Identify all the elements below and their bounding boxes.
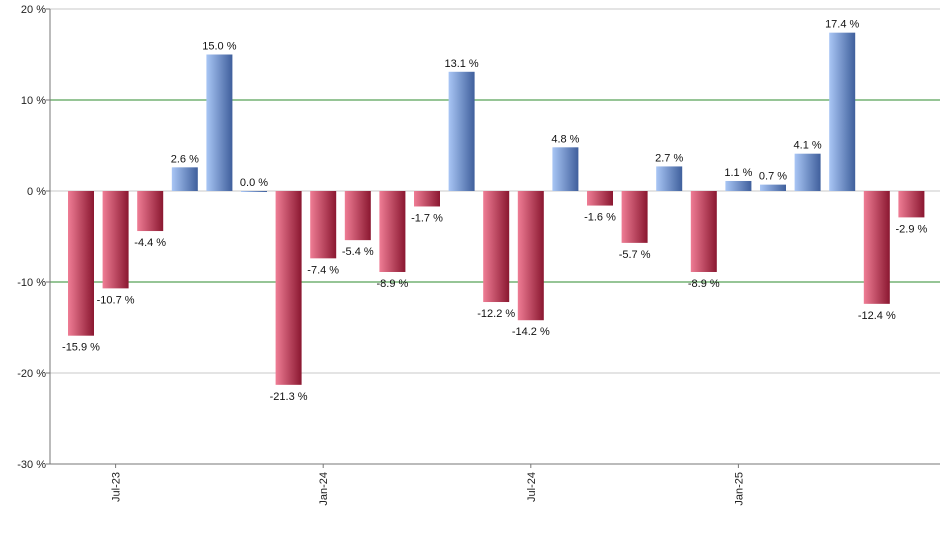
data-label-2024-10: -5.7 % (619, 249, 651, 261)
bar-2023-09 (171, 167, 198, 191)
bar-2024-08 (552, 147, 579, 191)
y-tick-label: -20 % (17, 368, 46, 380)
bar-2024-04 (414, 191, 440, 207)
bar-2023-12 (275, 191, 302, 385)
bar-2024-05 (448, 71, 475, 191)
data-label-2025-02: 0.7 % (759, 171, 787, 183)
data-label-2024-01: -7.4 % (307, 264, 339, 276)
bar-2024-03 (379, 191, 406, 272)
data-label-2024-12: -8.9 % (688, 278, 720, 290)
bar-2023-07 (102, 191, 129, 289)
x-tick-label: Jan-25 (733, 472, 745, 506)
bar-2025-06 (898, 191, 925, 218)
bar-2024-02 (344, 191, 371, 241)
data-label-2024-04: -1.7 % (411, 212, 443, 224)
bar-2023-11 (241, 191, 267, 192)
data-label-2023-07: -10.7 % (97, 294, 135, 306)
bar-2023-08 (137, 191, 164, 232)
data-label-2025-01: 1.1 % (724, 167, 752, 179)
bar-2024-11 (656, 166, 683, 191)
x-tick-label: Jul-23 (111, 472, 123, 502)
y-tick-label: -10 % (17, 277, 46, 289)
data-label-2023-10: 15.0 % (202, 41, 236, 53)
data-label-2024-08: 4.8 % (551, 133, 579, 145)
data-label-2024-06: -12.2 % (477, 308, 515, 320)
y-tick-label: -30 % (17, 459, 46, 471)
data-label-2023-11: 0.0 % (240, 177, 268, 189)
data-label-2023-12: -21.3 % (270, 391, 308, 403)
data-label-2023-08: -4.4 % (134, 237, 166, 249)
bar-2024-12 (690, 191, 717, 272)
data-label-2024-03: -8.9 % (377, 278, 409, 290)
bar-2025-01 (725, 180, 752, 191)
bar-2024-07 (517, 191, 544, 321)
bar-2023-06 (68, 191, 94, 336)
bar-2025-04 (829, 32, 856, 191)
data-label-2025-06: -2.9 % (896, 223, 928, 235)
data-label-2023-06: -15.9 % (62, 342, 100, 354)
y-tick-labels: 20 % 10 % 0 % -10 % -20 % -30 % (17, 4, 46, 471)
data-label-2024-05: 13.1 % (444, 58, 478, 70)
data-label-2024-11: 2.7 % (655, 152, 683, 164)
bar-2023-10 (206, 54, 233, 191)
data-label-2025-05: -12.4 % (858, 310, 896, 322)
x-tick-label: Jan-24 (318, 472, 330, 506)
bar-2024-01 (310, 191, 337, 259)
data-label-2023-09: 2.6 % (171, 153, 199, 165)
axes (46, 8, 940, 468)
bar-2025-05 (863, 191, 890, 304)
y-tick-label: 10 % (21, 95, 46, 107)
data-label-2024-02: -5.4 % (342, 246, 374, 258)
x-tick-labels: Jul-23 Jan-24 Jul-24 Jan-25 (111, 472, 746, 506)
bar-2024-06 (483, 191, 510, 303)
bar-2024-10 (621, 191, 648, 243)
x-tick-label: Jul-24 (526, 472, 538, 502)
data-label-2025-04: 17.4 % (825, 19, 859, 31)
bar-2025-02 (760, 184, 786, 191)
y-tick-label: 20 % (21, 4, 46, 16)
data-label-2024-09: -1.6 % (584, 212, 616, 224)
bars (68, 32, 925, 385)
data-label-2024-07: -14.2 % (512, 326, 550, 338)
y-tick-label: 0 % (27, 186, 46, 198)
data-labels: -15.9 % -10.7 % -4.4 % 2.6 % 15.0 % 0.0 % -21.… (62, 19, 927, 403)
data-label-2025-03: 4.1 % (794, 140, 822, 152)
bar-2024-09 (587, 191, 613, 206)
bar-2025-03 (794, 153, 821, 191)
